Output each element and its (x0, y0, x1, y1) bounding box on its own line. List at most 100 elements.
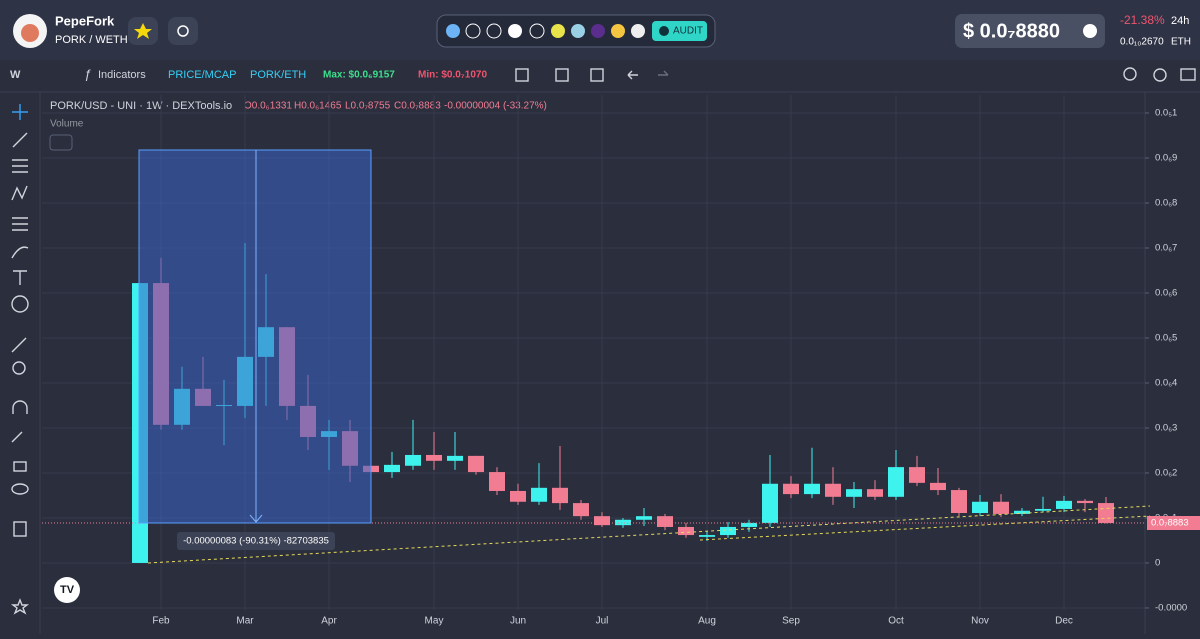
y-tick-label: 0 (1155, 557, 1160, 568)
x-tick-label: Jun (510, 616, 526, 627)
favorites-tool[interactable] (10, 598, 30, 615)
candle-body (1077, 500, 1093, 504)
measure-label: -0.00000083 (-90.31%) -82703835 (183, 536, 329, 547)
hide-tool[interactable] (11, 483, 29, 495)
toolbar (0, 60, 1200, 92)
candle-body (930, 482, 946, 491)
ruler-tool[interactable] (11, 337, 27, 353)
logo-face (21, 24, 39, 42)
max-price: Max: $0.0₆9157 (323, 70, 395, 81)
chart-icon[interactable] (590, 68, 604, 82)
brush-tool[interactable] (11, 246, 29, 259)
price: $ 0.0₇8880 (963, 20, 1060, 42)
x-tick-label: Jul (596, 616, 609, 627)
fx-icon: ƒ (84, 66, 91, 81)
audit-label: AUDIT (673, 26, 703, 37)
lock-tool[interactable] (13, 461, 27, 472)
y-tick-label: 0.0₆3 (1155, 422, 1177, 433)
candle-body (573, 503, 589, 517)
candle-body (699, 535, 715, 537)
y-tick-label: 0.0₆8 (1155, 198, 1177, 209)
candle-body (1014, 510, 1030, 514)
candle-icon[interactable] (555, 68, 569, 82)
projection-tool[interactable] (12, 217, 28, 231)
trash-tool[interactable] (13, 521, 27, 537)
fib-tool[interactable] (12, 159, 28, 173)
link-icon[interactable] (591, 24, 605, 38)
volume-label: Volume (50, 119, 84, 130)
info-icon[interactable] (1083, 24, 1097, 38)
undo-icon[interactable] (627, 70, 638, 80)
link-icon[interactable] (631, 24, 645, 38)
line-tool[interactable] (12, 132, 28, 148)
audit-button[interactable] (652, 21, 707, 41)
candle-body (384, 464, 400, 473)
link-icon[interactable] (611, 24, 625, 38)
zoom-tool[interactable] (12, 361, 26, 375)
toolbar-icons (515, 67, 1196, 82)
candle-body (867, 489, 883, 497)
candle-body (1098, 503, 1114, 523)
measure-arrowhead (249, 514, 263, 523)
ohlc-close: C0.0₇8883 (394, 101, 441, 112)
cross-tool[interactable] (12, 104, 28, 120)
x-tick-label: Nov (971, 616, 989, 627)
x-tick-label: Mar (236, 616, 254, 627)
candle-body (783, 483, 799, 495)
y-tick-label: 0.0₆7 (1155, 243, 1177, 254)
link-icon[interactable] (486, 23, 502, 39)
y-tick-label: 0.0₆6 (1155, 287, 1177, 298)
candle-body (846, 489, 862, 497)
x-tick-label: Apr (321, 616, 337, 627)
token-name: PepeFork (55, 13, 115, 28)
candle-body (951, 490, 967, 514)
indicators[interactable]: Indicators (98, 69, 146, 81)
chart-title: PORK/USD - UNI · 1W · DEXTools.io (50, 100, 232, 112)
link-icon[interactable] (529, 23, 545, 39)
link-icon[interactable] (571, 24, 585, 38)
change-period: 24h (1171, 15, 1189, 27)
candle-body (636, 516, 652, 520)
candle-body (489, 472, 505, 491)
link-icon[interactable] (446, 24, 460, 38)
link-icon[interactable] (508, 24, 522, 38)
measure-box (138, 149, 372, 524)
y-tick-label: 0.0₅1 (1155, 108, 1177, 119)
ohlc-high: H0.0₆1465 (294, 101, 342, 112)
collapse-button[interactable] (49, 134, 73, 151)
candle-body (405, 454, 421, 466)
candle-body (720, 526, 736, 536)
magnet-tool[interactable] (12, 400, 28, 414)
candle-body (804, 483, 820, 495)
link-icon[interactable] (465, 23, 481, 39)
candle-body (888, 467, 904, 497)
fullscreen-icon[interactable] (515, 68, 529, 82)
redo-icon[interactable] (658, 70, 669, 76)
interval[interactable]: W (10, 69, 21, 81)
share-icon (177, 25, 189, 37)
eth-price: 0.0₁₀2670 (1120, 37, 1164, 48)
share-button[interactable] (168, 17, 198, 45)
settings-icon[interactable] (1153, 68, 1167, 82)
measure-tag (177, 532, 335, 550)
text-tool[interactable] (13, 270, 27, 285)
candle-body (594, 516, 610, 526)
star-icon (134, 23, 152, 39)
ohlc-low: L0.0₇8755 (345, 101, 391, 112)
candle-body (825, 483, 841, 497)
price-mcap[interactable]: PRICE/MCAP (168, 69, 236, 81)
candle-body (615, 519, 631, 526)
pair-toggle[interactable]: PORK/ETH (250, 69, 306, 81)
y-tick-label: -0.0000 (1155, 602, 1187, 613)
x-tick-label: Dec (1055, 616, 1073, 627)
link-icon[interactable] (551, 24, 565, 38)
emoji-tool[interactable] (11, 295, 29, 313)
zoom-icon[interactable] (1123, 67, 1137, 81)
candle-body (468, 455, 484, 473)
camera-icon[interactable] (1180, 68, 1196, 81)
lock-draw-tool[interactable] (11, 431, 23, 443)
candle-body (972, 501, 988, 514)
pattern-tool[interactable] (11, 185, 28, 201)
candle-body (1056, 500, 1072, 509)
